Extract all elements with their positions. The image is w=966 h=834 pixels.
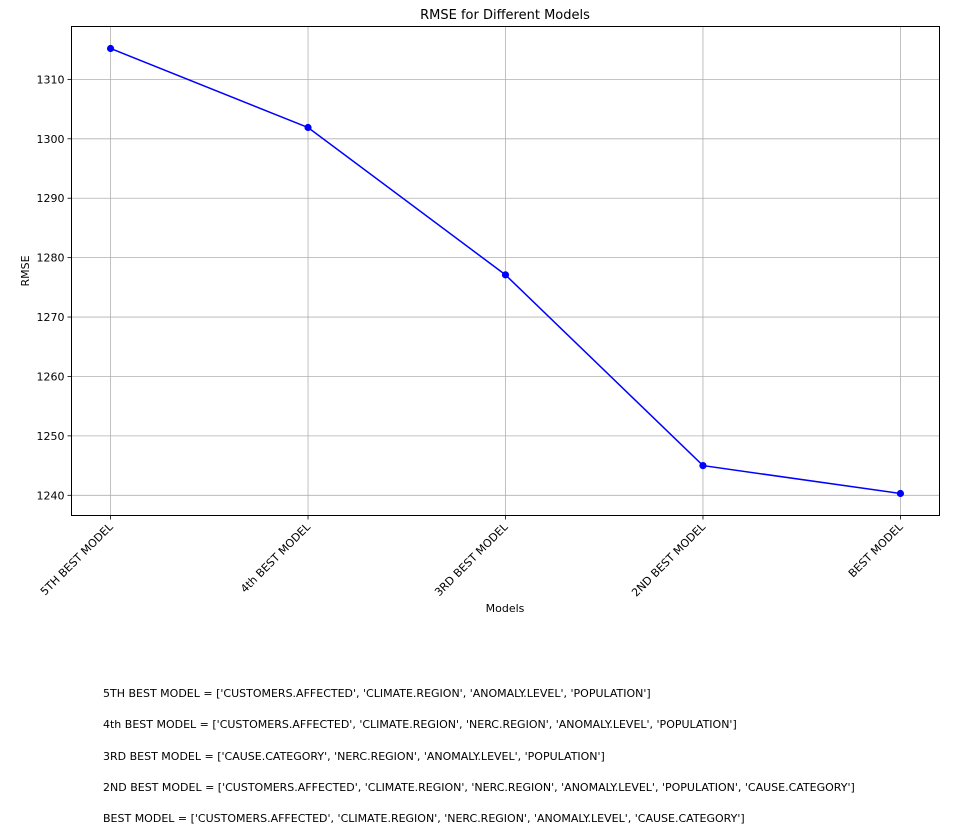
x-tick-label: 2ND BEST MODEL xyxy=(629,520,709,600)
x-tick-label: 3RD BEST MODEL xyxy=(432,520,511,599)
x-tick-label: 5TH BEST MODEL xyxy=(38,520,116,598)
data-point xyxy=(699,461,707,470)
note-2nd-best-model: 2ND BEST MODEL = ['CUSTOMERS.AFFECTED', … xyxy=(103,780,855,794)
y-tick-label: 1280 xyxy=(37,252,65,265)
note-best-model: BEST MODEL = ['CUSTOMERS.AFFECTED', 'CLI… xyxy=(103,812,745,826)
data-point xyxy=(106,44,115,53)
y-tick-label: 1240 xyxy=(37,489,65,502)
data-points xyxy=(106,44,905,498)
data-point xyxy=(896,489,905,498)
y-tick-label: 1310 xyxy=(37,73,65,86)
y-tick-label: 1260 xyxy=(37,370,65,383)
y-tick-label: 1250 xyxy=(37,430,65,443)
y-tick-label: 1290 xyxy=(37,192,65,205)
x-tick-label: 4th BEST MODEL xyxy=(238,520,314,596)
model-feature-notes: 5TH BEST MODEL = ['CUSTOMERS.AFFECTED', … xyxy=(103,678,855,834)
x-axis-ticks: 5TH BEST MODEL 4th BEST MODEL 3RD BEST MOD… xyxy=(38,515,906,600)
y-tick-label: 1270 xyxy=(37,311,65,324)
note-4th-best-model: 4th BEST MODEL = ['CUSTOMERS.AFFECTED', … xyxy=(103,718,737,732)
y-axis-label: RMSE xyxy=(19,255,32,286)
y-axis-ticks: 1240 1250 1260 1270 1280 1290 1300 1310 xyxy=(37,73,72,502)
x-axis-label: Models xyxy=(486,602,525,615)
data-point xyxy=(304,123,312,132)
note-3rd-best-model: 3RD BEST MODEL = ['CAUSE.CATEGORY', 'NER… xyxy=(103,749,605,763)
data-point xyxy=(501,271,510,279)
grid-lines xyxy=(71,26,940,516)
chart-title: RMSE for Different Models xyxy=(420,8,590,23)
y-tick-label: 1300 xyxy=(37,133,65,146)
note-5th-best-model: 5TH BEST MODEL = ['CUSTOMERS.AFFECTED', … xyxy=(103,687,651,700)
x-tick-label: BEST MODEL xyxy=(846,520,906,580)
rmse-chart: RMSE for Different Models 12401250126012… xyxy=(19,8,940,615)
